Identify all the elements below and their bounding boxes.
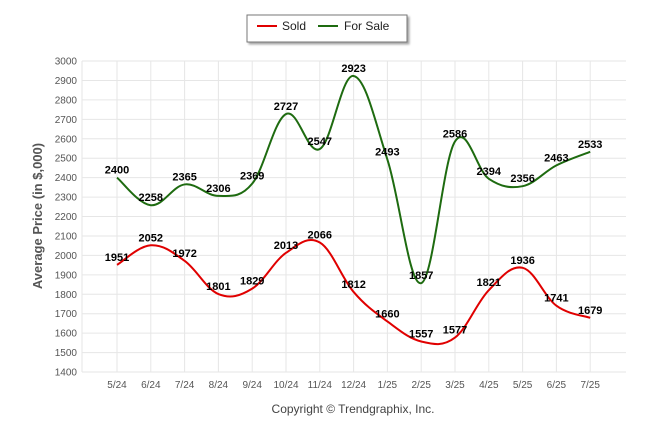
data-label-sold: 1829 bbox=[240, 276, 264, 288]
x-tick-label: 3/25 bbox=[445, 380, 465, 391]
y-tick-label: 2500 bbox=[55, 154, 78, 165]
x-tick-label: 6/25 bbox=[547, 380, 567, 391]
series-line-sold bbox=[116, 239, 591, 346]
data-label-for-sale: 2369 bbox=[240, 171, 264, 183]
data-label-sold: 1821 bbox=[477, 277, 501, 289]
data-label-sold: 1812 bbox=[341, 279, 365, 291]
legend: Sold For Sale bbox=[246, 14, 408, 43]
x-tick-label: 6/24 bbox=[141, 380, 161, 391]
data-label-for-sale: 2547 bbox=[308, 136, 332, 148]
series-lines bbox=[116, 74, 591, 346]
data-label-sold: 2013 bbox=[274, 240, 298, 252]
data-label-for-sale: 2923 bbox=[341, 63, 365, 75]
x-tick-label: 8/24 bbox=[209, 380, 229, 391]
y-tick-label: 2100 bbox=[55, 231, 78, 242]
data-label-sold: 1741 bbox=[544, 293, 568, 305]
data-label-sold: 1972 bbox=[172, 248, 196, 260]
legend-label-for-sale: For Sale bbox=[344, 19, 390, 33]
y-tick-label: 1900 bbox=[55, 270, 78, 281]
data-label-for-sale: 2586 bbox=[443, 128, 467, 140]
data-label-for-sale: 2258 bbox=[139, 192, 163, 204]
y-tick-label: 1600 bbox=[55, 329, 78, 340]
y-tick-labels: 1400 1500 1600 1700 1800 1900 2000 2100 2200 2300… bbox=[55, 57, 78, 379]
y-tick-label: 2700 bbox=[55, 115, 78, 126]
data-label-for-sale: 2306 bbox=[206, 183, 230, 195]
data-label-sold: 1660 bbox=[375, 308, 399, 320]
y-tick-label: 3000 bbox=[55, 57, 78, 68]
x-tick-label: 11/24 bbox=[308, 380, 333, 391]
data-labels: 1951 2052 1972 1801 1829 2013 2066 1812 1660 1557… bbox=[105, 63, 603, 341]
x-tick-label: 7/24 bbox=[175, 380, 195, 391]
data-label-for-sale: 1857 bbox=[409, 270, 433, 282]
legend-label-sold: Sold bbox=[282, 19, 306, 33]
x-tick-label: 2/25 bbox=[411, 380, 431, 391]
data-label-for-sale: 2400 bbox=[105, 165, 129, 177]
y-tick-label: 2400 bbox=[55, 173, 78, 184]
x-tick-label: 5/24 bbox=[107, 380, 127, 391]
data-label-sold: 1801 bbox=[206, 281, 230, 293]
y-tick-label: 1400 bbox=[55, 368, 78, 379]
data-label-sold: 2066 bbox=[308, 230, 332, 242]
y-axis-label: Average Price (in $,000) bbox=[30, 143, 45, 289]
x-tick-label: 1/25 bbox=[378, 380, 398, 391]
data-label-sold: 1557 bbox=[409, 328, 433, 340]
y-tick-label: 1500 bbox=[55, 348, 78, 359]
copyright-text: Copyright © Trendgraphix, Inc. bbox=[272, 402, 435, 416]
x-tick-label: 9/24 bbox=[242, 380, 262, 391]
y-tick-label: 1800 bbox=[55, 290, 78, 301]
x-tick-labels: 5/24 6/24 7/24 8/24 9/24 10/24 11/24 12/24 1/25 2… bbox=[107, 380, 600, 391]
data-label-sold: 1936 bbox=[510, 255, 534, 267]
data-label-for-sale: 2394 bbox=[477, 166, 502, 178]
y-tick-label: 2300 bbox=[55, 193, 78, 204]
data-label-for-sale: 2727 bbox=[274, 101, 298, 113]
x-tick-label: 4/25 bbox=[479, 380, 499, 391]
data-label-for-sale: 2533 bbox=[578, 139, 602, 151]
y-tick-label: 2900 bbox=[55, 76, 78, 87]
y-tick-label: 2200 bbox=[55, 212, 78, 223]
data-label-sold: 1679 bbox=[578, 305, 602, 317]
y-tick-label: 2000 bbox=[55, 251, 78, 262]
data-label-sold: 1577 bbox=[443, 325, 467, 337]
y-tick-label: 2800 bbox=[55, 95, 78, 106]
data-label-sold: 2052 bbox=[139, 232, 163, 244]
series-line-for-sale bbox=[116, 74, 591, 285]
x-tick-label: 7/25 bbox=[580, 380, 600, 391]
data-label-for-sale: 2356 bbox=[510, 173, 534, 185]
x-tick-label: 12/24 bbox=[341, 380, 366, 391]
data-label-sold: 1951 bbox=[105, 252, 129, 264]
grid-lines bbox=[81, 60, 626, 373]
y-tick-label: 2600 bbox=[55, 134, 78, 145]
x-tick-label: 5/25 bbox=[513, 380, 533, 391]
data-label-for-sale: 2365 bbox=[172, 171, 196, 183]
y-tick-label: 1700 bbox=[55, 309, 78, 320]
data-label-for-sale: 2493 bbox=[375, 147, 399, 159]
x-tick-label: 10/24 bbox=[273, 380, 298, 391]
data-label-for-sale: 2463 bbox=[544, 152, 568, 164]
